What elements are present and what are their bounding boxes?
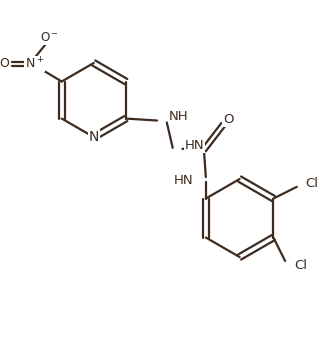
Text: HN: HN (173, 175, 193, 188)
Text: NH: NH (169, 110, 188, 123)
Text: O: O (223, 113, 234, 126)
Text: O: O (0, 58, 9, 71)
Text: N$^+$: N$^+$ (25, 56, 44, 72)
Text: N: N (89, 130, 99, 144)
Text: Cl: Cl (306, 177, 319, 190)
Text: O$^-$: O$^-$ (40, 31, 60, 44)
Text: Cl: Cl (294, 259, 307, 272)
Text: HN: HN (184, 139, 204, 152)
